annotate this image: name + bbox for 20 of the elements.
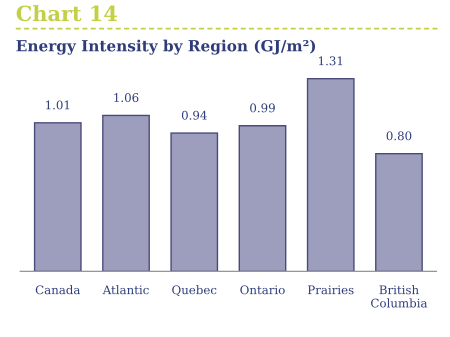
x-tick-label: Quebec [172,285,216,296]
data-label: 1.06 [114,93,138,102]
data-label: 0.80 [386,131,412,140]
bar [102,114,150,272]
x-tick-label: Canada [36,285,80,294]
bar [306,78,355,272]
data-label: 0.99 [250,103,275,112]
data-label: 1.01 [46,100,70,110]
x-tick-label: Ontario [240,285,285,294]
x-tick-label: Prairies [308,285,354,294]
x-tick-label: British Columbia [371,285,428,308]
bar [170,132,218,272]
bar [375,152,423,272]
data-label: 0.94 [182,110,207,120]
x-tick-label: Atlantic [102,285,149,294]
bar [238,125,286,272]
bar [34,122,82,272]
chart-subtitle: Energy Intensity by Region (GJ/m²) [16,40,316,55]
data-label: 1.31 [319,56,342,66]
chart-title: Chart 14 [16,5,117,22]
